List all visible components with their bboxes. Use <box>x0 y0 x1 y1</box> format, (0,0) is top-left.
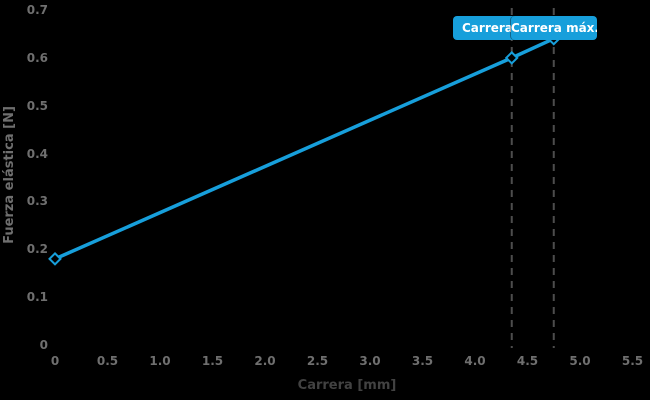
x-tick-label: 5.0 <box>569 354 591 368</box>
x-tick-label: 3.0 <box>359 354 381 368</box>
y-tick-label: 0.7 <box>26 3 48 17</box>
x-tick-label: 4.0 <box>464 354 486 368</box>
data-point-marker[interactable] <box>504 50 519 65</box>
x-tick-label: 1.0 <box>149 354 171 368</box>
tooltip-carrera-d-label: Carrera d <box>462 21 526 35</box>
x-tick-label: 3.5 <box>411 354 434 368</box>
y-tick-label: 0.4 <box>26 146 48 161</box>
tooltip-carrera-max[interactable]: Carrera máx. <box>511 16 597 40</box>
tooltip-carrera-max-label: Carrera máx. <box>511 21 597 35</box>
data-point-marker[interactable] <box>48 251 62 266</box>
y-tick-label: 0.1 <box>26 290 48 305</box>
x-axis-title: Carrera [mm] <box>297 378 397 393</box>
x-tick-label: 2.0 <box>254 354 276 368</box>
data-line <box>54 37 555 261</box>
y-tick-label: 0.5 <box>26 98 48 113</box>
x-tick-label: 5.5 <box>621 354 644 368</box>
x-tick-label: 0 <box>50 354 60 368</box>
x-tick-label: 0.5 <box>96 354 119 368</box>
x-tick-label: 2.5 <box>306 354 329 368</box>
x-tick-label: 1.5 <box>201 354 224 368</box>
y-tick-label: 0.2 <box>26 242 48 257</box>
y-axis-title: Fuerza elástica [N] <box>2 106 17 244</box>
y-tick-label: 0 <box>39 338 48 352</box>
x-tick-label: 4.5 <box>516 354 539 368</box>
y-tick-label: 0.3 <box>26 194 48 209</box>
y-tick-label: 0.6 <box>26 50 48 65</box>
